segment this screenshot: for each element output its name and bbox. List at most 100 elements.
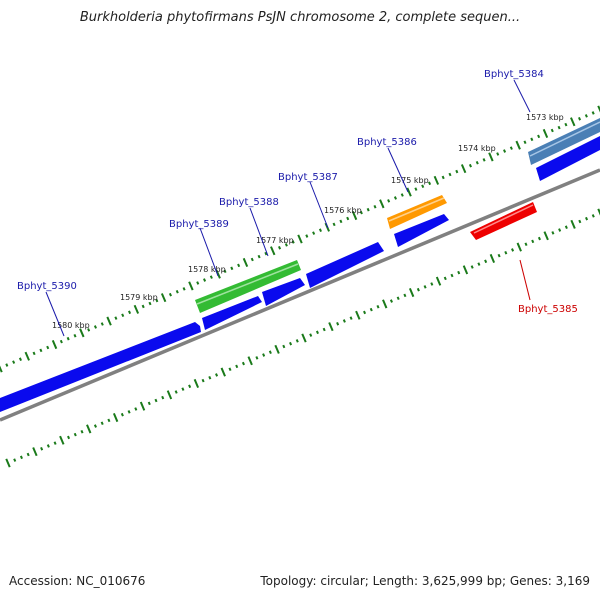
- minor-tick: [482, 158, 486, 162]
- kbp-label: 1573 kbp: [526, 113, 564, 122]
- minor-tick: [120, 412, 124, 417]
- major-tick: [460, 164, 467, 174]
- minor-tick: [182, 287, 186, 291]
- minor-tick: [18, 357, 22, 361]
- major-tick: [435, 276, 442, 286]
- minor-tick: [366, 207, 370, 212]
- minor-tick: [147, 401, 151, 406]
- cds-arrow[interactable]: [394, 214, 449, 247]
- minor-tick: [40, 447, 44, 451]
- major-tick: [328, 322, 334, 332]
- cds-arrow[interactable]: [202, 296, 262, 330]
- cds-arrow[interactable]: [0, 322, 201, 412]
- minor-tick: [46, 444, 50, 448]
- minor-tick: [262, 353, 266, 357]
- major-tick: [270, 246, 276, 256]
- minor-tick: [100, 421, 104, 425]
- major-tick: [51, 340, 58, 350]
- gene-label-bphyt-5385[interactable]: Bphyt_5385: [518, 304, 578, 315]
- major-tick: [106, 316, 112, 326]
- major-tick: [112, 413, 119, 423]
- minor-tick: [127, 410, 131, 414]
- minor-tick: [523, 140, 527, 145]
- major-tick: [379, 199, 385, 209]
- minor-tick: [87, 328, 91, 332]
- major-tick: [193, 378, 200, 388]
- major-tick: [79, 328, 85, 338]
- minor-tick: [448, 172, 452, 177]
- major-tick: [166, 390, 173, 400]
- minor-tick: [457, 270, 461, 275]
- minor-tick: [155, 298, 159, 303]
- minor-tick: [284, 243, 288, 247]
- gene-label-bphyt-5390[interactable]: Bphyt_5390: [17, 281, 77, 292]
- minor-tick: [363, 310, 367, 315]
- steelblue-feature[interactable]: [528, 118, 600, 165]
- cds-arrow[interactable]: [306, 242, 384, 288]
- minor-tick: [19, 455, 23, 460]
- gene-label-bphyt-5387[interactable]: Bphyt_5387: [278, 172, 338, 183]
- minor-tick: [73, 432, 77, 437]
- minor-tick: [578, 117, 582, 121]
- kbp-label: 1577 kbp: [256, 236, 294, 245]
- minor-tick: [228, 367, 232, 372]
- minor-tick: [5, 363, 9, 367]
- major-tick: [570, 219, 576, 229]
- minor-tick: [237, 263, 241, 268]
- minor-tick: [32, 351, 36, 356]
- minor-tick: [591, 111, 595, 115]
- minor-tick: [470, 265, 474, 269]
- gene-label-bphyt-5386[interactable]: Bphyt_5386: [357, 137, 417, 148]
- major-tick: [215, 269, 221, 279]
- minor-tick: [114, 316, 118, 320]
- minor-tick: [175, 289, 179, 294]
- minor-tick: [531, 239, 535, 244]
- minor-tick: [414, 187, 418, 191]
- minor-tick: [13, 458, 17, 462]
- major-tick: [24, 351, 30, 361]
- minor-tick: [511, 248, 515, 252]
- minor-tick: [278, 246, 282, 250]
- minor-tick: [389, 299, 393, 303]
- minor-tick: [168, 292, 172, 297]
- minor-tick: [208, 376, 212, 380]
- major-tick: [488, 152, 494, 162]
- minor-tick: [558, 228, 562, 232]
- minor-tick: [282, 344, 286, 349]
- kbp-label: 1576 kbp: [324, 206, 362, 215]
- minor-tick: [477, 262, 481, 266]
- major-tick: [570, 117, 576, 127]
- minor-tick: [455, 169, 459, 174]
- minor-tick: [564, 122, 568, 127]
- major-tick: [301, 333, 307, 343]
- cds-arrow[interactable]: [536, 136, 600, 181]
- minor-tick: [503, 149, 507, 153]
- gene-label-bphyt-5389[interactable]: Bphyt_5389: [169, 219, 229, 230]
- kbp-label: 1574 kbp: [458, 144, 496, 153]
- minor-tick: [26, 452, 30, 457]
- minor-tick: [309, 333, 313, 337]
- inner-tick-ring: [5, 208, 600, 468]
- minor-tick: [550, 128, 554, 133]
- minor-tick: [332, 222, 336, 227]
- minor-tick: [67, 435, 71, 440]
- minor-tick: [585, 216, 589, 221]
- orange-highlight: [388, 197, 445, 222]
- minor-tick: [46, 345, 50, 350]
- cds-arrow[interactable]: [262, 278, 305, 306]
- minor-tick: [196, 281, 200, 285]
- minor-tick: [564, 225, 568, 229]
- minor-tick: [250, 257, 254, 262]
- topology-text: Topology: circular; Length: 3,625,999 bp…: [260, 574, 590, 588]
- minor-tick: [141, 304, 145, 309]
- gene-label-bphyt-5388[interactable]: Bphyt_5388: [219, 197, 279, 208]
- gene-label-bphyt-5384[interactable]: Bphyt_5384: [484, 69, 544, 80]
- major-tick: [408, 288, 415, 298]
- major-tick: [5, 458, 11, 468]
- minor-tick: [100, 322, 104, 326]
- minor-tick: [148, 301, 152, 306]
- minor-tick: [509, 146, 513, 150]
- minor-tick: [305, 234, 309, 238]
- minor-tick: [312, 231, 316, 235]
